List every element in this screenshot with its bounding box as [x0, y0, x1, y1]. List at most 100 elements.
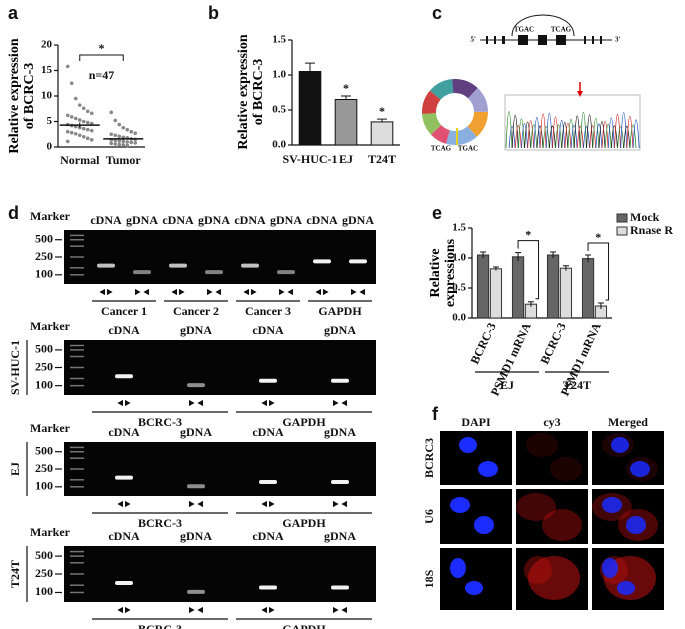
- chromatogram-peak: [564, 123, 572, 149]
- primer-arrow: [251, 288, 257, 296]
- ladder-label: 500: [35, 231, 53, 245]
- primer-arrow: [189, 500, 195, 508]
- data-point: [121, 125, 126, 130]
- chromatogram-peak: [623, 125, 631, 149]
- exon: [486, 36, 488, 44]
- group-label: GAPDH: [318, 304, 362, 318]
- ladder-label: 250: [35, 566, 53, 580]
- cy3-signal: [516, 493, 556, 521]
- panel-label: d: [8, 203, 19, 223]
- group-label: BCRC-3: [138, 415, 182, 429]
- data-point: [81, 126, 86, 131]
- primer-arrow: [333, 500, 339, 508]
- gel-band: [259, 585, 277, 590]
- primer-arrow: [341, 606, 347, 614]
- nucleus: [602, 558, 618, 578]
- group-label: Cancer 3: [245, 304, 291, 318]
- primer-arrow: [117, 500, 123, 508]
- gel-band: [205, 270, 223, 275]
- cy3-signal: [528, 556, 580, 600]
- data-point: [109, 110, 114, 115]
- data-point: [109, 132, 114, 137]
- exon: [494, 36, 496, 44]
- exon: [556, 35, 566, 45]
- ladder-label: 100: [35, 584, 53, 598]
- chromatogram-frame: [504, 94, 641, 151]
- ladder-label: 250: [35, 461, 53, 475]
- donut-segment: [422, 79, 488, 145]
- lane-label: gDNA: [342, 213, 374, 227]
- chromatogram-peak: [607, 117, 615, 149]
- chromatogram-peak: [570, 124, 578, 149]
- marker-label: Marker: [30, 209, 71, 223]
- primer-arrow: [189, 606, 195, 614]
- panel-label: b: [208, 3, 219, 23]
- micrograph: [516, 489, 588, 544]
- exon: [584, 36, 586, 44]
- donut-segment: [422, 79, 488, 145]
- primer-arrow: [207, 288, 213, 296]
- gel-band: [115, 475, 133, 480]
- nucleus: [611, 437, 629, 453]
- y-tick-label: 1.0: [452, 252, 466, 264]
- data-point: [129, 140, 134, 145]
- significance-bracket: [587, 242, 610, 301]
- donut-segment: [422, 79, 488, 145]
- data-point: [113, 133, 118, 138]
- data-point: [85, 127, 90, 132]
- lane-label: cDNA: [252, 323, 284, 337]
- data-point: [77, 103, 82, 107]
- chromatogram-peak: [576, 125, 584, 149]
- data-point: [113, 118, 118, 123]
- primer-arrow: [287, 288, 293, 296]
- significance-bracket: [79, 54, 124, 61]
- nucleus: [602, 497, 622, 513]
- gel-band: [133, 270, 151, 275]
- cy3-signal: [542, 509, 582, 541]
- primer-arrow: [125, 500, 131, 508]
- junction-label: TGAC: [458, 145, 478, 153]
- chromatogram-peak: [533, 117, 541, 149]
- primer-arrow: [341, 399, 347, 407]
- ladder-label: 250: [35, 249, 53, 263]
- lane-label: gDNA: [126, 213, 158, 227]
- lane-label: gDNA: [324, 529, 356, 543]
- data-point: [89, 128, 94, 133]
- y-tick-label: 0.5: [452, 282, 466, 294]
- chromatogram-peak: [542, 126, 550, 149]
- gel-image: [64, 442, 376, 496]
- chromatogram-peak: [632, 119, 640, 149]
- gel-image: [64, 546, 376, 602]
- data-point: [65, 139, 70, 144]
- junction-label: TCAG: [431, 145, 452, 153]
- annotation: *: [343, 81, 349, 95]
- primer-arrow: [197, 399, 203, 407]
- lane-label: cDNA: [162, 213, 194, 227]
- panel-label: c: [432, 3, 442, 23]
- data-point: [121, 139, 126, 144]
- chromatogram-peak: [545, 112, 553, 149]
- x-tick-label: EJ: [339, 152, 353, 166]
- exon: [592, 36, 594, 44]
- primer-arrow: [323, 288, 329, 296]
- chromatogram-peak: [629, 124, 637, 149]
- circrna-diagram: [422, 79, 488, 145]
- gel-band: [97, 263, 115, 268]
- chromatogram-peak: [592, 117, 600, 149]
- data-point: [85, 120, 90, 125]
- gel-band: [187, 484, 205, 489]
- group-label: GAPDH: [282, 516, 326, 530]
- lane-label: gDNA: [180, 425, 212, 439]
- primer-arrow: [359, 288, 365, 296]
- chromatogram-peak: [601, 121, 609, 149]
- chromatogram-peak: [611, 125, 618, 149]
- y-tick-label: 5: [47, 115, 53, 127]
- primer-arrow: [189, 399, 195, 407]
- primer-arrow: [269, 500, 275, 508]
- primer-arrow: [135, 288, 141, 296]
- primer-arrow: [197, 500, 203, 508]
- data-point: [125, 143, 130, 148]
- cy3-signal: [524, 556, 552, 584]
- group-label: T24T: [563, 378, 591, 392]
- gel-band: [259, 479, 277, 484]
